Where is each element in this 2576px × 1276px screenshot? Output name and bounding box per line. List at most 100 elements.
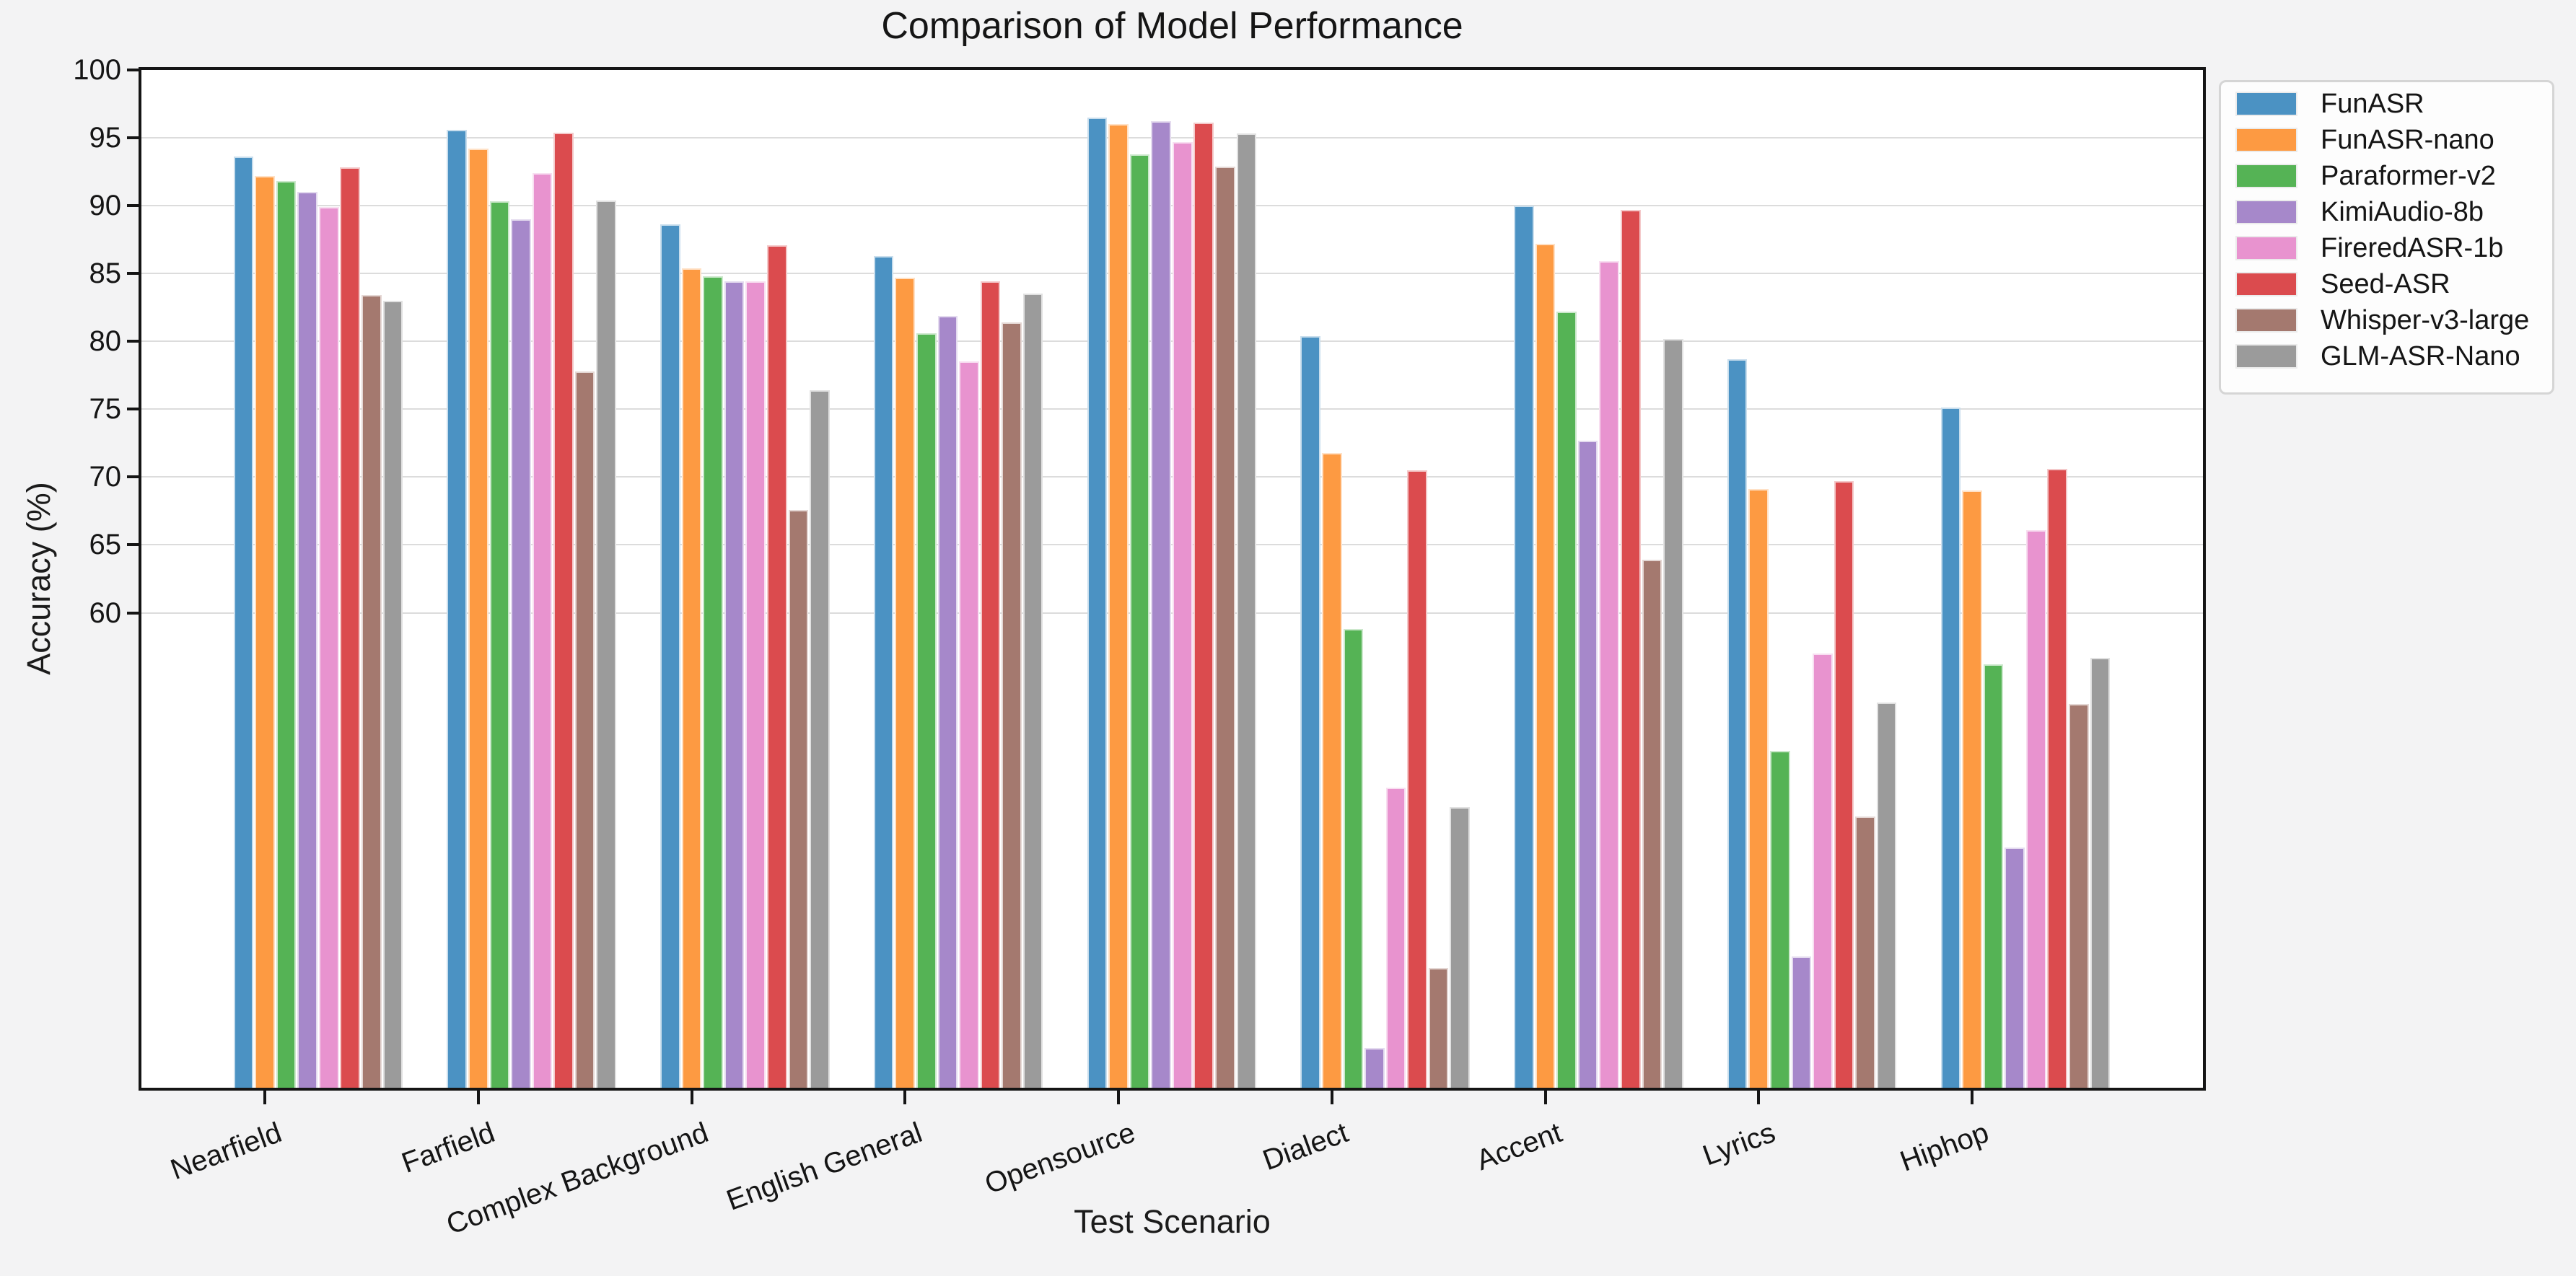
legend-label: Seed-ASR: [2321, 268, 2450, 299]
bar-GLM-ASR-Nano-Opensource: [1236, 133, 1257, 1088]
y-tick: [127, 611, 139, 615]
legend-item-FunASR-nano: FunASR-nano: [2235, 125, 2552, 155]
gridline: [141, 476, 2203, 478]
bar-KimiAudio-8b-English General: [937, 315, 958, 1088]
legend: FunASR FunASR-nano Paraformer-v2 KimiAudio-…: [2219, 80, 2554, 395]
bar-FireredASR-1b-Dialect: [1385, 788, 1406, 1088]
legend-swatch: [2235, 272, 2297, 296]
y-tick-label: 75: [89, 393, 122, 426]
bar-Seed-ASR-Accent: [1620, 209, 1641, 1088]
legend-label: FunASR: [2321, 88, 2424, 119]
bar-FunASR-nano-Accent: [1535, 243, 1556, 1088]
y-tick: [127, 272, 139, 276]
gridline: [141, 408, 2203, 410]
x-tick-label: English General: [722, 1117, 926, 1217]
bar-GLM-ASR-Nano-Accent: [1663, 338, 1683, 1088]
bar-GLM-ASR-Nano-Complex Background: [810, 390, 830, 1088]
bar-KimiAudio-8b-Opensource: [1151, 121, 1171, 1088]
bar-FunASR-Dialect: [1300, 335, 1320, 1088]
bar-Whisper-v3-large-Lyrics: [1855, 816, 1875, 1088]
legend-item-FireredASR-1b: FireredASR-1b: [2235, 233, 2552, 263]
bar-FunASR-nano-Complex Background: [681, 268, 702, 1088]
bar-KimiAudio-8b-Farfield: [511, 219, 531, 1088]
legend-item-KimiAudio-8b: KimiAudio-8b: [2235, 197, 2552, 227]
y-tick-label: 100: [73, 54, 121, 86]
legend-item-Seed-ASR: Seed-ASR: [2235, 269, 2552, 299]
legend-swatch: [2235, 164, 2297, 188]
y-tick-label: 65: [89, 529, 122, 561]
bar-KimiAudio-8b-Accent: [1577, 440, 1598, 1088]
x-tick-label: Accent: [1472, 1117, 1567, 1177]
x-axis-label: Test Scenario: [1074, 1203, 1271, 1240]
y-tick: [127, 69, 139, 71]
y-tick: [127, 340, 139, 343]
x-tick: [1757, 1091, 1761, 1104]
legend-swatch: [2235, 344, 2297, 369]
bar-Seed-ASR-Dialect: [1407, 470, 1427, 1088]
bar-Whisper-v3-large-English General: [1002, 322, 1022, 1088]
legend-item-FunASR: FunASR: [2235, 89, 2552, 119]
bar-Whisper-v3-large-Dialect: [1428, 968, 1449, 1088]
bar-FunASR-Opensource: [1087, 117, 1108, 1088]
bar-Seed-ASR-Nearfield: [340, 167, 361, 1088]
bar-Whisper-v3-large-Nearfield: [362, 295, 382, 1088]
y-tick: [127, 136, 139, 140]
bar-FireredASR-1b-Nearfield: [318, 207, 339, 1088]
y-tick: [127, 543, 139, 547]
bar-FunASR-nano-English General: [895, 277, 916, 1088]
bar-Whisper-v3-large-Hiphop: [2069, 703, 2089, 1088]
y-axis-label: Accuracy (%): [20, 482, 57, 675]
bar-GLM-ASR-Nano-English General: [1022, 294, 1043, 1088]
bar-Paraformer-v2-Nearfield: [276, 181, 297, 1088]
bar-Whisper-v3-large-Farfield: [574, 371, 595, 1088]
bar-Seed-ASR-Farfield: [553, 132, 574, 1088]
bar-FunASR-Accent: [1514, 206, 1534, 1088]
bar-KimiAudio-8b-Hiphop: [2005, 848, 2025, 1088]
y-tick-label: 85: [89, 258, 122, 290]
y-tick: [127, 475, 139, 479]
bar-KimiAudio-8b-Lyrics: [1791, 956, 1812, 1088]
x-tick: [690, 1091, 693, 1104]
y-tick: [127, 204, 139, 208]
bar-Paraformer-v2-Complex Background: [703, 276, 723, 1088]
bar-GLM-ASR-Nano-Lyrics: [1876, 702, 1897, 1088]
bar-Paraformer-v2-Farfield: [489, 201, 510, 1088]
bar-Paraformer-v2-Accent: [1556, 311, 1577, 1088]
bar-GLM-ASR-Nano-Farfield: [596, 200, 616, 1088]
bar-FunASR-nano-Hiphop: [1962, 490, 1982, 1088]
y-tick: [127, 408, 139, 411]
bar-Whisper-v3-large-Complex Background: [788, 509, 809, 1088]
bar-FunASR-Farfield: [447, 129, 467, 1088]
bar-FireredASR-1b-Accent: [1599, 261, 1619, 1088]
bar-FunASR-nano-Nearfield: [255, 175, 275, 1088]
legend-swatch: [2235, 308, 2297, 333]
x-tick: [476, 1091, 480, 1104]
legend-item-Whisper-v3-large: Whisper-v3-large: [2235, 305, 2552, 335]
y-tick-label: 95: [89, 122, 122, 154]
bar-Whisper-v3-large-Opensource: [1215, 166, 1235, 1088]
bar-FireredASR-1b-Hiphop: [2025, 529, 2046, 1088]
bar-Paraformer-v2-Lyrics: [1770, 751, 1790, 1088]
legend-label: FireredASR-1b: [2321, 232, 2504, 263]
x-tick-label: Dialect: [1258, 1117, 1353, 1177]
bar-Paraformer-v2-Hiphop: [1983, 664, 2004, 1088]
bar-Paraformer-v2-Dialect: [1343, 629, 1364, 1088]
bar-FunASR-Lyrics: [1727, 358, 1748, 1088]
gridline: [141, 205, 2203, 207]
bar-Seed-ASR-English General: [980, 281, 1001, 1088]
bar-FireredASR-1b-Complex Background: [745, 281, 766, 1088]
bar-Seed-ASR-Opensource: [1193, 123, 1214, 1088]
bar-Seed-ASR-Lyrics: [1834, 481, 1854, 1088]
y-tick-label: 80: [89, 325, 122, 358]
gridline: [141, 137, 2203, 139]
gridline: [141, 612, 2203, 614]
bar-Seed-ASR-Hiphop: [2047, 469, 2068, 1088]
x-tick: [263, 1091, 266, 1104]
legend-swatch: [2235, 92, 2297, 116]
y-tick-label: 70: [89, 461, 122, 493]
bar-FunASR-Nearfield: [233, 157, 254, 1088]
x-tick-label: Hiphop: [1896, 1117, 1994, 1178]
legend-label: Paraformer-v2: [2321, 160, 2496, 191]
bar-KimiAudio-8b-Complex Background: [724, 281, 745, 1088]
